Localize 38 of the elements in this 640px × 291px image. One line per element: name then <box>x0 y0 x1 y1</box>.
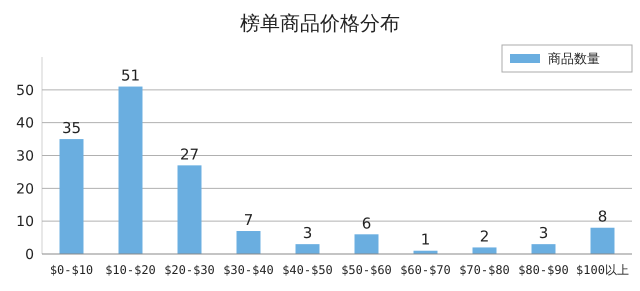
y-tick-label: 50 <box>16 82 34 99</box>
y-tick-label: 0 <box>25 247 34 263</box>
x-tick-label: $70-$80 <box>459 263 510 277</box>
chart-title: 榜单商品价格分布 <box>240 11 400 35</box>
x-tick-label: $60-$70 <box>400 263 451 277</box>
data-label: 51 <box>120 66 140 85</box>
bar <box>236 231 260 254</box>
bar <box>118 86 142 254</box>
bar <box>472 247 496 254</box>
x-tick-label: $40-$50 <box>282 263 333 277</box>
data-label: 3 <box>538 224 548 242</box>
x-tick-label: $80-$90 <box>518 263 569 277</box>
y-tick-label: 20 <box>16 181 34 198</box>
data-label: 3 <box>302 224 312 242</box>
bar <box>532 244 556 254</box>
data-label: 35 <box>62 119 82 138</box>
x-tick-label: $20-$30 <box>164 263 215 277</box>
legend-label: 商品数量 <box>548 52 600 67</box>
x-tick-label: $30-$40 <box>223 263 274 277</box>
data-label: 7 <box>244 211 254 230</box>
data-label: 2 <box>480 227 490 246</box>
data-label: 6 <box>362 214 372 232</box>
bar <box>354 234 378 254</box>
bar <box>414 250 438 254</box>
x-tick-label: $10-$20 <box>105 263 156 277</box>
y-tick-label: 40 <box>16 116 34 132</box>
x-tick-label: $100以上 <box>576 263 629 277</box>
bar <box>60 139 84 254</box>
x-tick-label: $0-$10 <box>50 263 94 277</box>
data-label: 1 <box>420 230 430 249</box>
bar <box>590 228 614 254</box>
bar <box>296 244 320 254</box>
y-tick-label: 30 <box>16 148 34 164</box>
bar <box>178 165 202 254</box>
data-label: 8 <box>598 208 608 226</box>
x-tick-label: $50-$60 <box>341 263 392 277</box>
data-label: 27 <box>180 145 200 164</box>
y-tick-label: 10 <box>16 214 34 230</box>
